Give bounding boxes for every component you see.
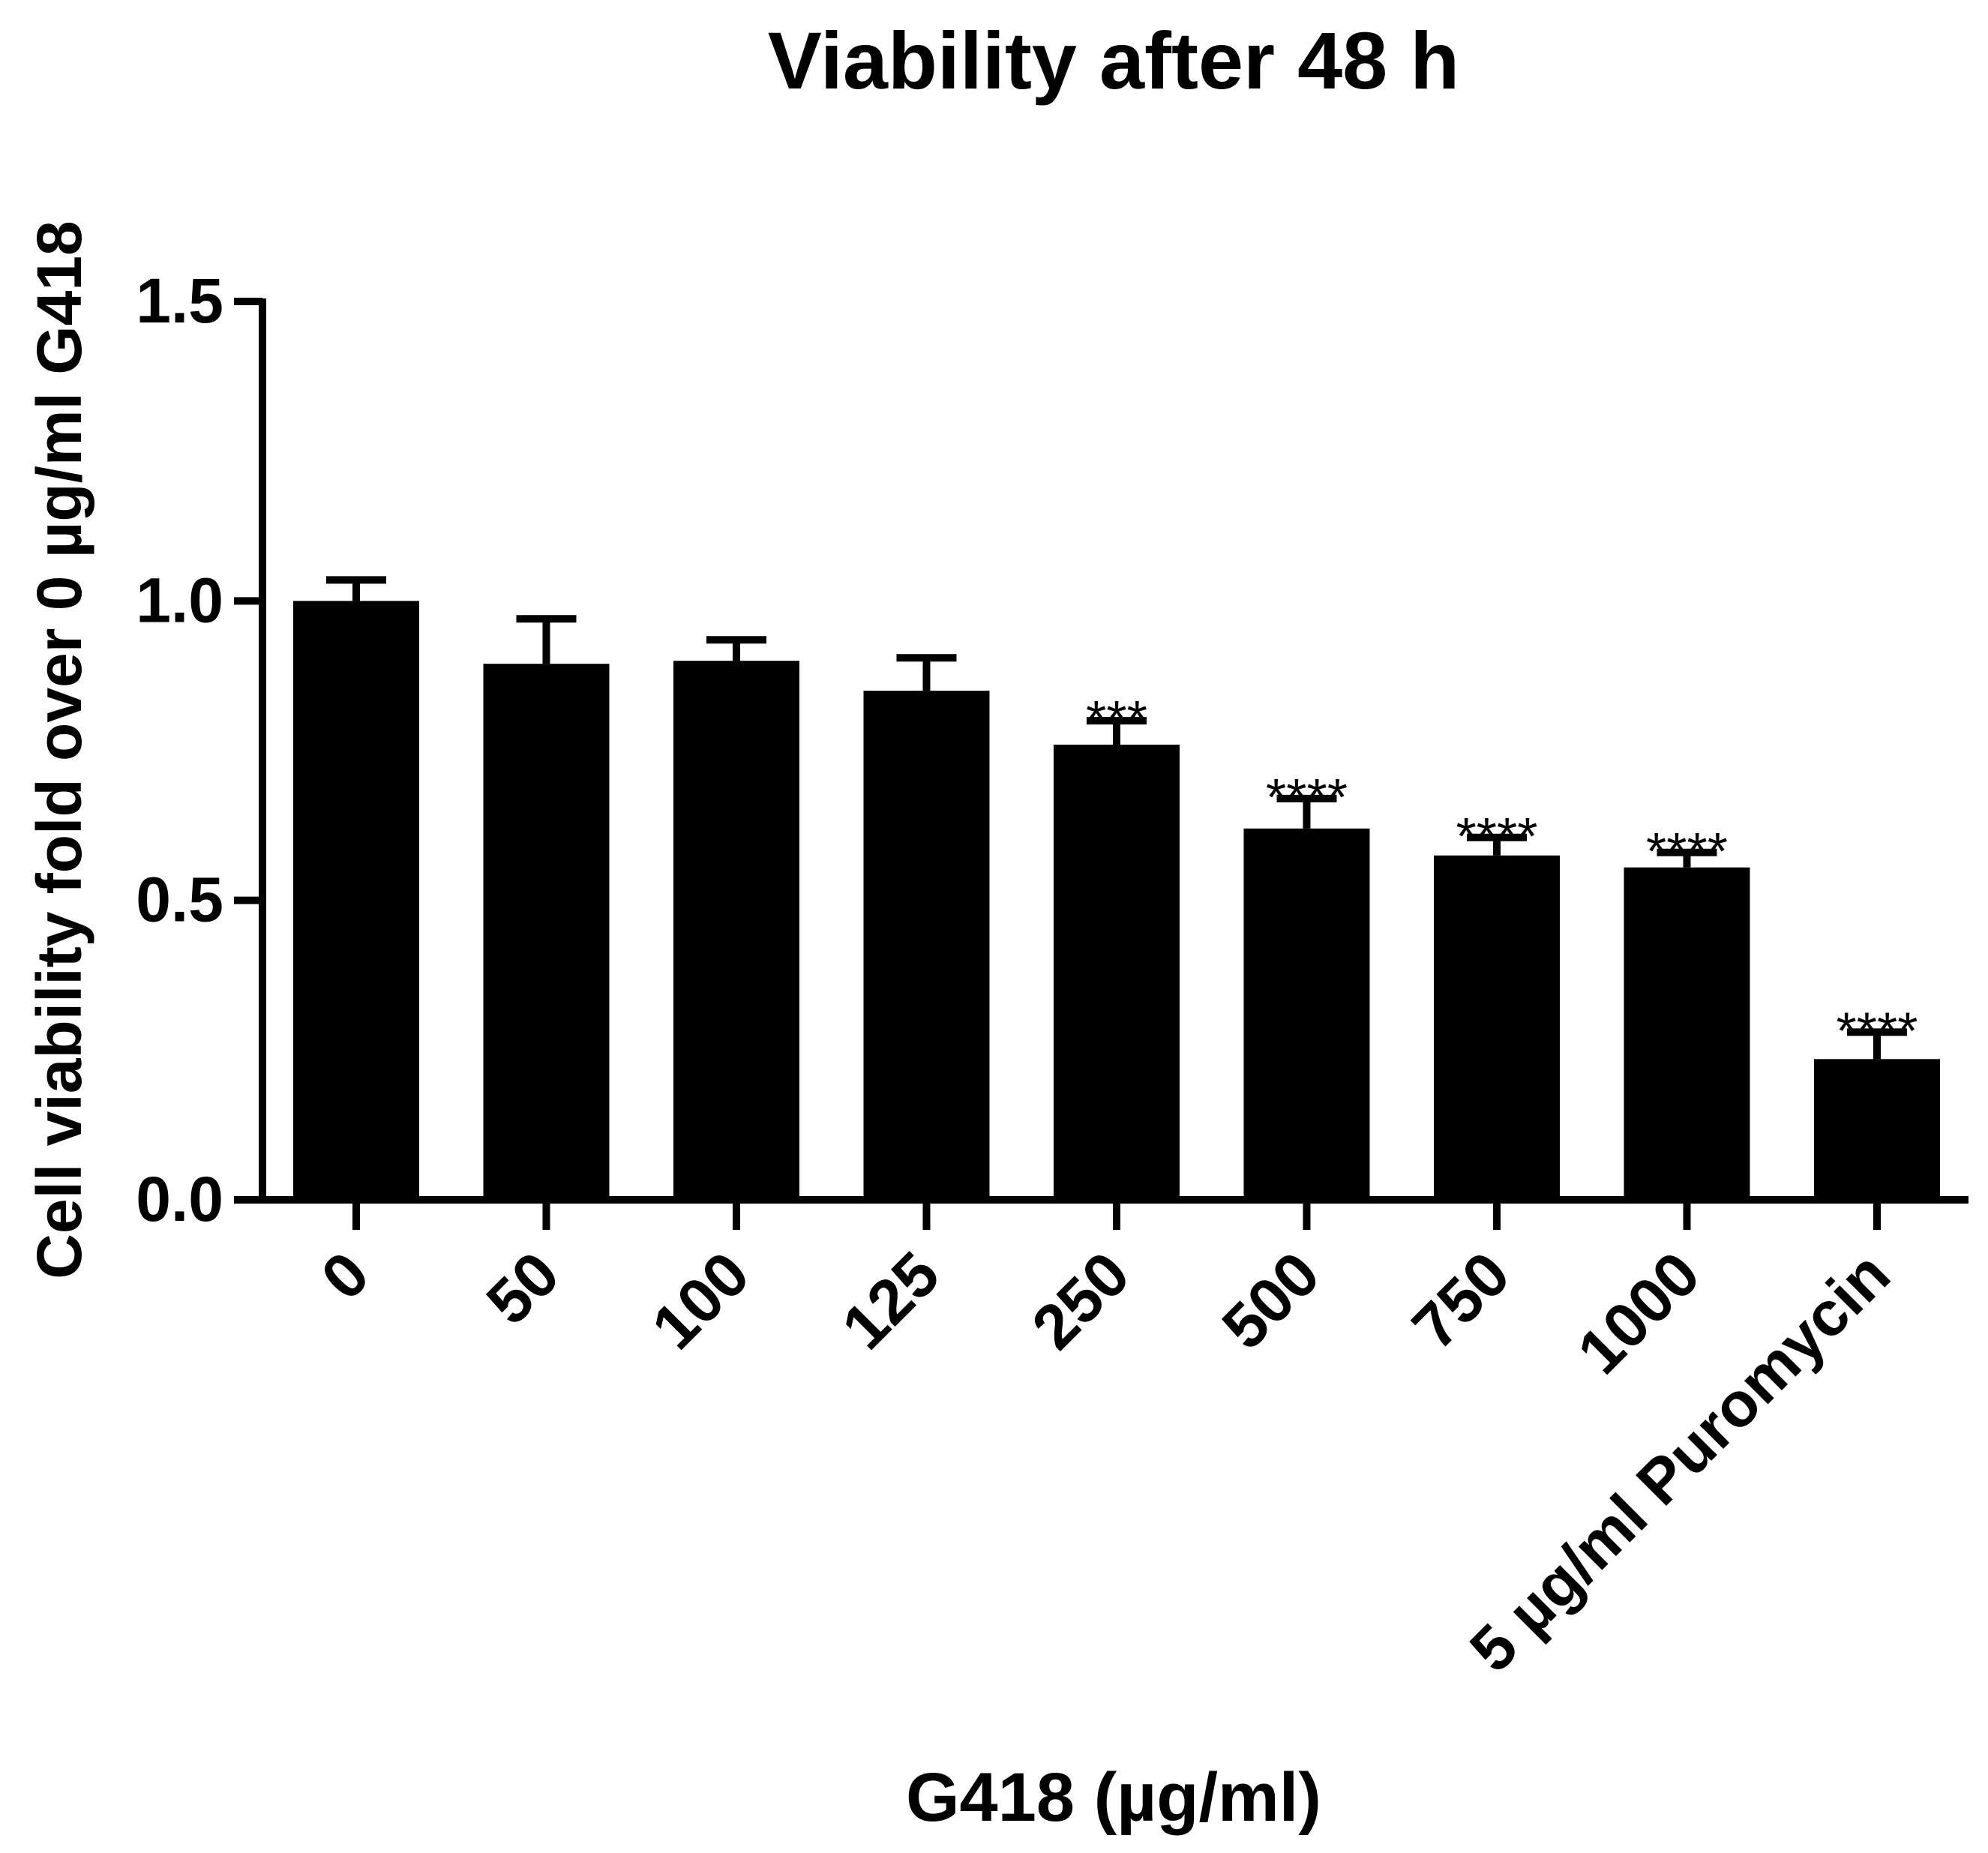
bar [1624,867,1750,1200]
plot-area: *********** ********0.00.51.01.50 50 100 125… [136,265,1969,1685]
significance-annotation: **** [1837,1001,1918,1060]
bar [1434,855,1560,1200]
y-tick-label: 0.5 [136,865,223,935]
bar [293,601,419,1200]
x-tick-label: 250 [1018,1238,1143,1363]
x-tick-label: 50 [473,1238,573,1338]
bar [483,664,610,1200]
bar [1243,828,1370,1200]
y-tick-label: 1.0 [136,565,223,635]
y-tick-label: 0.0 [136,1164,223,1234]
x-tick-label: 100 [638,1238,763,1363]
y-tick-label: 1.5 [136,265,223,336]
x-tick-label: 125 [829,1238,953,1363]
bar [1814,1059,1940,1200]
bar [863,691,990,1200]
significance-annotation: **** [1266,768,1348,826]
x-axis-label: G418 (µg/ml) [906,1759,1321,1836]
significance-annotation: **** [1646,822,1728,880]
x-tick-label: 0 [307,1238,382,1313]
x-tick-label: 750 [1399,1238,1523,1363]
x-tick-label: 500 [1209,1238,1333,1363]
y-axis-label: Cell viability fold over 0 µg/ml G418 [24,220,94,1279]
chart-title: Viability after 48 h [768,15,1459,106]
bar [673,661,799,1200]
bar [1054,745,1180,1200]
significance-annotation: *** [1086,690,1147,748]
x-tick-label: 1000 [1564,1238,1714,1387]
significance-annotation: **** [1456,807,1538,865]
